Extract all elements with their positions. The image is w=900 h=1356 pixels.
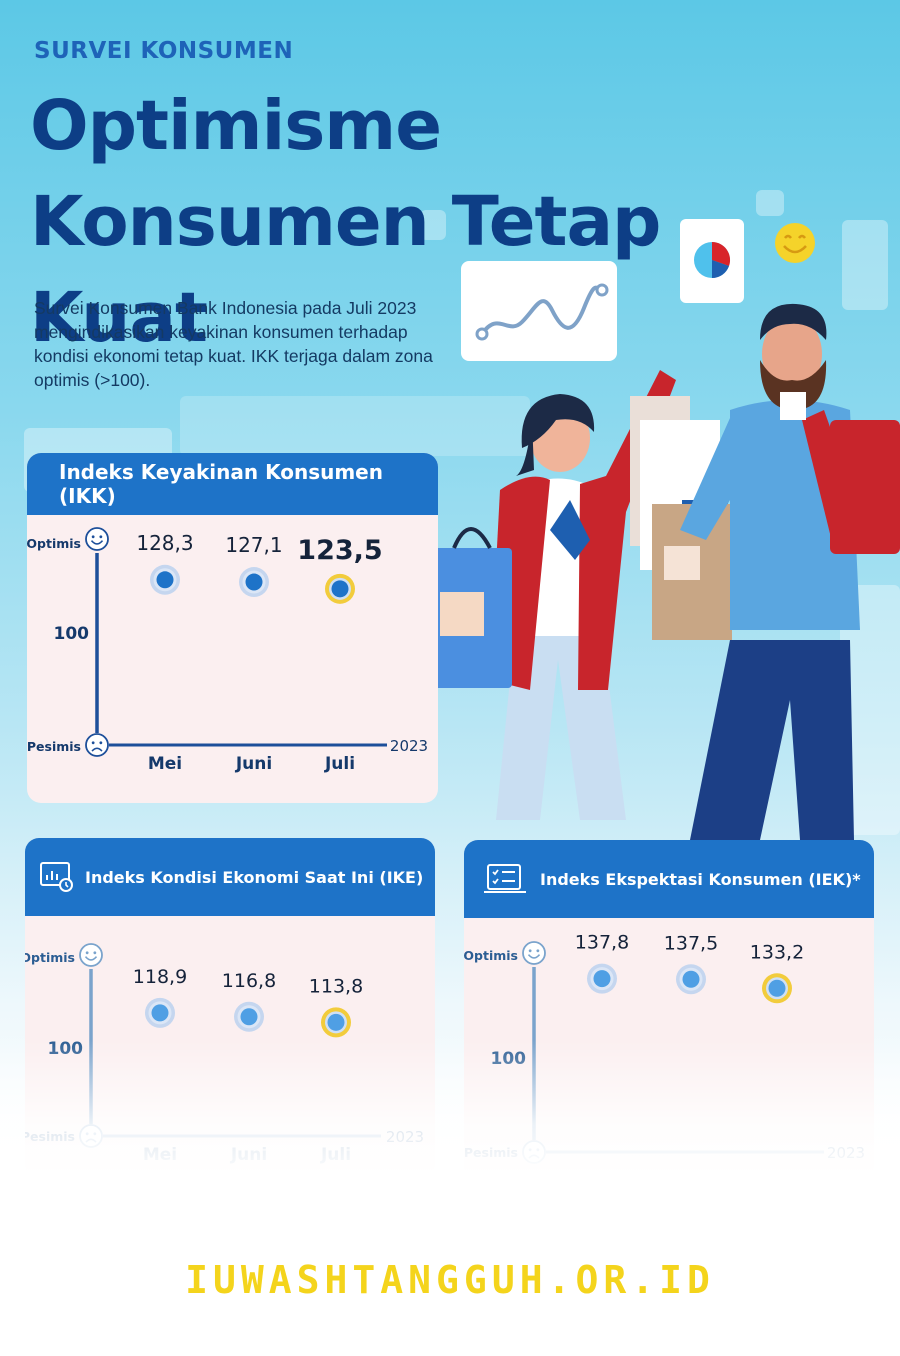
data-label: 127,1 [225,533,282,557]
data-point [768,979,786,997]
page-title: Optimisme Konsumen Tetap Kuat [30,86,661,358]
intro-paragraph: Survei Konsumen Bank Indonesia pada Juli… [34,298,433,390]
y-top-label: Optimis [25,950,75,965]
line-chart-card-illustration [461,261,617,361]
optimis-smiley-icon-outline [79,943,103,967]
data-label: 113,8 [309,975,363,997]
y-ref-label: 100 [54,624,90,644]
x-tick-label: Juli [324,754,355,774]
optimis-smiley-icon-eye [99,535,103,539]
y-top-label: Optimis [464,948,518,963]
bottom-fade-overlay [0,1040,900,1170]
optimis-smiley-icon-outline [522,941,546,965]
data-point [151,1004,169,1022]
data-label: 123,5 [297,535,382,566]
data-label: 137,5 [664,932,718,954]
x-end-label: 2023 [390,737,428,755]
optimis-smiley-icon [85,527,109,551]
data-point [245,573,263,591]
footer-watermark: IUWASHTANGGUH.OR.ID [185,1258,715,1302]
optimis-smiley-icon-eye [528,949,532,953]
optimis-smiley-icon-eye [93,951,97,955]
data-label: 118,9 [133,966,187,988]
optimis-smiley-icon-eye [536,949,540,953]
pesimis-sad-icon-eye [99,741,103,745]
optimis-smiley-icon-mouth [84,956,98,961]
optimis-smiley-icon-eye [85,951,89,955]
shoppers-illustration [430,303,900,840]
x-tick-label: Juni [235,754,272,774]
lamp-decoration [842,220,888,310]
iek-card-header: Indeks Ekspektasi Konsumen (IEK)* [464,840,874,918]
y-bottom-label: Pesimis [27,739,81,754]
lamp-decoration [756,190,784,216]
smiley-face-icon [775,223,815,263]
pesimis-sad-icon-outline [85,733,109,757]
eyebrow-label: SURVEI KONSUMEN [34,38,294,64]
pesimis-sad-icon [85,733,109,757]
pesimis-sad-icon-mouth [91,747,103,752]
hero-background: SURVEI KONSUMEN Optimisme Konsumen Tetap… [0,0,900,1170]
data-point [682,970,700,988]
data-point [240,1008,258,1026]
optimis-smiley-icon [522,941,546,965]
data-point [331,580,349,598]
pie-chart-card-illustration [680,219,744,303]
chart-title: Indeks Ekspektasi Konsumen (IEK)* [540,869,861,889]
data-label: 128,3 [136,531,193,555]
optimis-smiley-icon-eye [91,535,95,539]
ikk-card-header: Indeks Keyakinan Konsumen (IKK) [27,453,438,515]
ikk-chart-card: Indeks Keyakinan Konsumen (IKK) Optimis P… [27,453,438,803]
data-point [327,1013,345,1031]
optimis-smiley-icon [79,943,103,967]
clipboard-checklist-icon [484,864,526,893]
x-tick-label: Mei [148,754,182,774]
lamp-decoration [420,210,446,240]
wall-decoration [180,396,530,456]
chart-title: Indeks Keyakinan Konsumen (IKK) [59,460,383,508]
data-label: 133,2 [750,941,804,963]
data-point [156,571,174,589]
data-label: 137,8 [575,932,629,954]
pesimis-sad-icon-eye [91,741,95,745]
optimis-smiley-icon-mouth [527,954,541,959]
y-top-label: Optimis [27,536,81,551]
optimis-smiley-icon-outline [85,527,109,551]
optimis-smiley-icon-mouth [90,540,104,545]
ikk-chart: Optimis Pesimis 100 2023 128,3 Mei 127,1 Juni 12… [27,527,428,774]
data-point [593,970,611,988]
chart-title: Indeks Kondisi Ekonomi Saat Ini (IKE) [85,867,424,887]
data-label: 116,8 [222,970,276,992]
monitor-chart-icon [40,862,73,892]
ike-card-header: Indeks Kondisi Ekonomi Saat Ini (IKE) [25,838,435,916]
